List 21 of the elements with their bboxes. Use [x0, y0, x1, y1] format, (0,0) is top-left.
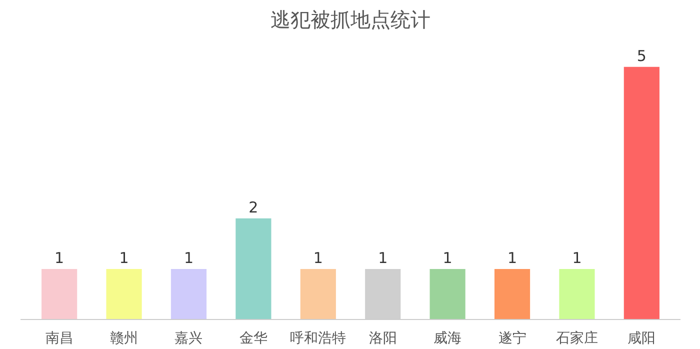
- x-tick-label: 金华: [239, 330, 268, 346]
- data-label: 2: [248, 198, 258, 216]
- data-label: 1: [572, 248, 582, 267]
- data-label: 1: [54, 248, 64, 267]
- data-label: 1: [507, 248, 518, 267]
- x-tick-label: 石家庄: [556, 330, 598, 346]
- x-tick-label: 赣州: [110, 330, 138, 346]
- data-label: 1: [184, 248, 194, 267]
- x-tick-label: 南昌: [45, 330, 74, 346]
- data-label: 1: [442, 248, 452, 267]
- data-label: 1: [119, 248, 129, 267]
- chart-title: 逃犯被抓地点统计: [270, 8, 430, 32]
- x-tick-label: 嘉兴: [174, 330, 203, 346]
- x-tick-label: 咸阳: [628, 330, 656, 346]
- data-label: 5: [636, 46, 646, 65]
- x-tick-label: 遂宁: [498, 330, 526, 346]
- x-tick-label: 呼和浩特: [290, 330, 346, 346]
- data-label: 1: [378, 248, 388, 267]
- x-tick-label: 洛阳: [368, 330, 397, 346]
- x-tick-label: 威海: [434, 330, 462, 346]
- data-label: 1: [313, 248, 323, 267]
